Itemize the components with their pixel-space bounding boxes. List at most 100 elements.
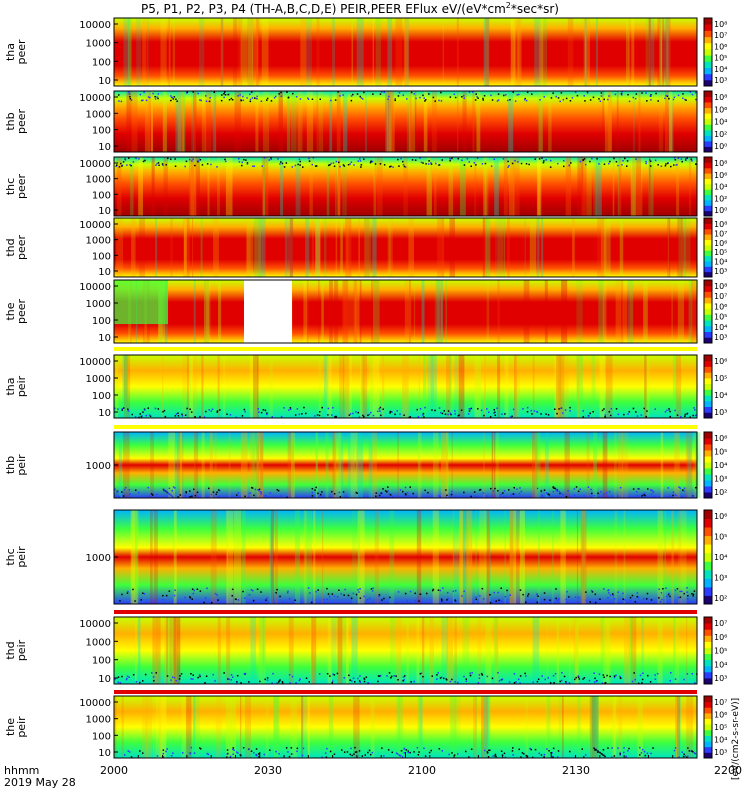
colorbar-tick-label: 10⁵ bbox=[714, 374, 727, 383]
y-tick-label: 100 bbox=[92, 731, 111, 742]
colorbar-tick-label: 10⁸ bbox=[714, 93, 727, 102]
y-axis-label: thb bbox=[4, 112, 17, 130]
y-tick-label: 10000 bbox=[79, 220, 111, 231]
colorbar: 10⁸ 10⁶ 10⁴ 10² 10⁰ bbox=[703, 156, 727, 217]
y-axis-label: peer bbox=[15, 174, 28, 200]
y-tick-label: 10 bbox=[98, 142, 111, 153]
colorbar: 10⁶ 10⁵ 10⁴ 10³ 10² bbox=[703, 431, 727, 499]
colorbar-tick-label: 10⁷ bbox=[714, 31, 727, 40]
colorbar-tick-label: 10⁶ bbox=[714, 633, 727, 642]
noise-speckle bbox=[114, 486, 697, 499]
colorbar-tick-label: 10⁴ bbox=[714, 258, 727, 267]
colorbar-tick-label: 10⁶ bbox=[714, 105, 727, 114]
colorbar-tick-label: 10² bbox=[714, 594, 727, 603]
quality-flag-bar bbox=[114, 503, 697, 507]
colorbar-tick-label: 10⁵ bbox=[714, 54, 727, 63]
quality-flag-bar bbox=[114, 610, 697, 614]
y-axis-label: peir bbox=[15, 546, 28, 568]
colorbar-tick-label: 10³ bbox=[714, 76, 727, 85]
colorbar-tick-label: 10⁴ bbox=[714, 65, 727, 74]
y-tick-label: 1000 bbox=[86, 715, 111, 726]
quality-flag-bar bbox=[114, 690, 697, 694]
data-gap bbox=[244, 280, 292, 343]
colorbar-tick-label: 10³ bbox=[714, 408, 727, 417]
y-tick-label: 10000 bbox=[79, 357, 111, 368]
colorbar-tick-label: 10⁸ bbox=[714, 282, 727, 291]
y-tick-label: 1000 bbox=[86, 109, 111, 120]
colorbar-tick-label: 10⁴ bbox=[714, 323, 727, 332]
y-axis-label: the bbox=[4, 718, 17, 736]
y-axis-label: thb bbox=[4, 456, 17, 474]
spectrogram-fill bbox=[114, 280, 697, 343]
x-tick-label: 2200 bbox=[714, 764, 742, 777]
colorbar-tick-label: 10⁴ bbox=[714, 660, 727, 669]
chart-title-superscript: 2 bbox=[505, 1, 511, 10]
spectrogram-texture bbox=[116, 218, 691, 277]
panel-frame bbox=[113, 217, 698, 278]
y-axis-label: peer bbox=[15, 235, 28, 261]
colorbar-tick-label: 10⁷ bbox=[714, 229, 727, 238]
panel-frame bbox=[113, 156, 698, 217]
y-tick-label: 1000 bbox=[86, 39, 111, 50]
colorbar-tick-label: 10⁰ bbox=[714, 142, 727, 151]
spectrogram-fill bbox=[114, 18, 697, 86]
colorbar-tick-label: 10⁶ bbox=[714, 357, 727, 366]
chart-title: P5, P1, P2, P3, P4 (TH-A,B,C,D,E) PEIR,P… bbox=[0, 1, 700, 16]
y-tick-label: 100 bbox=[92, 656, 111, 667]
panel-frame bbox=[113, 354, 698, 419]
colorbar-tick-label: 10⁷ bbox=[714, 698, 727, 707]
colorbar: 10⁸ 10⁶ 10⁴ 10² 10⁰ bbox=[703, 90, 727, 153]
y-tick-label: 10000 bbox=[79, 619, 111, 630]
y-tick-label: 10 bbox=[98, 267, 111, 278]
colorbar-tick-label: 10⁴ bbox=[714, 736, 727, 745]
colorbar: 10⁷ 10⁶ 10⁵ 10⁴ 10³ bbox=[703, 695, 727, 759]
spectrogram-fill bbox=[114, 510, 697, 604]
panel-frame bbox=[113, 17, 698, 87]
colorbar: 10⁷ 10⁶ 10⁵ 10⁴ 10³ bbox=[703, 616, 727, 685]
colorbar-tick-label: 10⁵ bbox=[714, 723, 727, 732]
spectrogram-fill bbox=[114, 218, 697, 277]
y-tick-label: 100 bbox=[92, 316, 111, 327]
y-tick-label: 1000 bbox=[86, 553, 111, 564]
y-axis-label: peer bbox=[15, 109, 28, 135]
colorbar-tick-label: 10⁵ bbox=[714, 448, 727, 457]
colorbar-tick-label: 10⁴ bbox=[714, 553, 727, 562]
y-tick-label: 10000 bbox=[79, 698, 111, 709]
chart-title-suffix: *sec*sr) bbox=[510, 2, 559, 16]
noise-speckle bbox=[114, 672, 698, 685]
x-tick-label: 2000 bbox=[100, 764, 128, 777]
y-axis-label: tha bbox=[4, 377, 17, 395]
panel-frame bbox=[113, 279, 698, 344]
colorbar-tick-label: 10⁸ bbox=[714, 159, 727, 168]
y-tick-label: 10 bbox=[98, 674, 111, 685]
quality-flag-bar bbox=[114, 425, 697, 429]
y-axis-label: peer bbox=[15, 299, 28, 325]
colorbar-tick-label: 10⁷ bbox=[714, 292, 727, 301]
quality-flag-bar bbox=[114, 347, 697, 351]
colorbar-tick-label: 10⁶ bbox=[714, 239, 727, 248]
colorbar-tick-label: 10⁸ bbox=[714, 20, 727, 29]
y-axis-label: peir bbox=[15, 375, 28, 397]
colorbar-tick-label: 10³ bbox=[714, 574, 727, 583]
spectrogram-texture bbox=[118, 432, 701, 498]
spectrogram-texture bbox=[135, 617, 688, 684]
x-tick-label: 2030 bbox=[254, 764, 282, 777]
spectrogram-texture bbox=[123, 18, 671, 86]
spectrogram-fill bbox=[114, 696, 697, 758]
colorbar-tick-label: 10⁴ bbox=[714, 391, 727, 400]
colorbar-tick-label: 10⁵ bbox=[714, 313, 727, 322]
colorbar-tick-label: 10⁶ bbox=[714, 171, 727, 180]
colorbar-tick-label: 10⁸ bbox=[714, 220, 727, 229]
y-axis-label: peir bbox=[15, 639, 28, 661]
